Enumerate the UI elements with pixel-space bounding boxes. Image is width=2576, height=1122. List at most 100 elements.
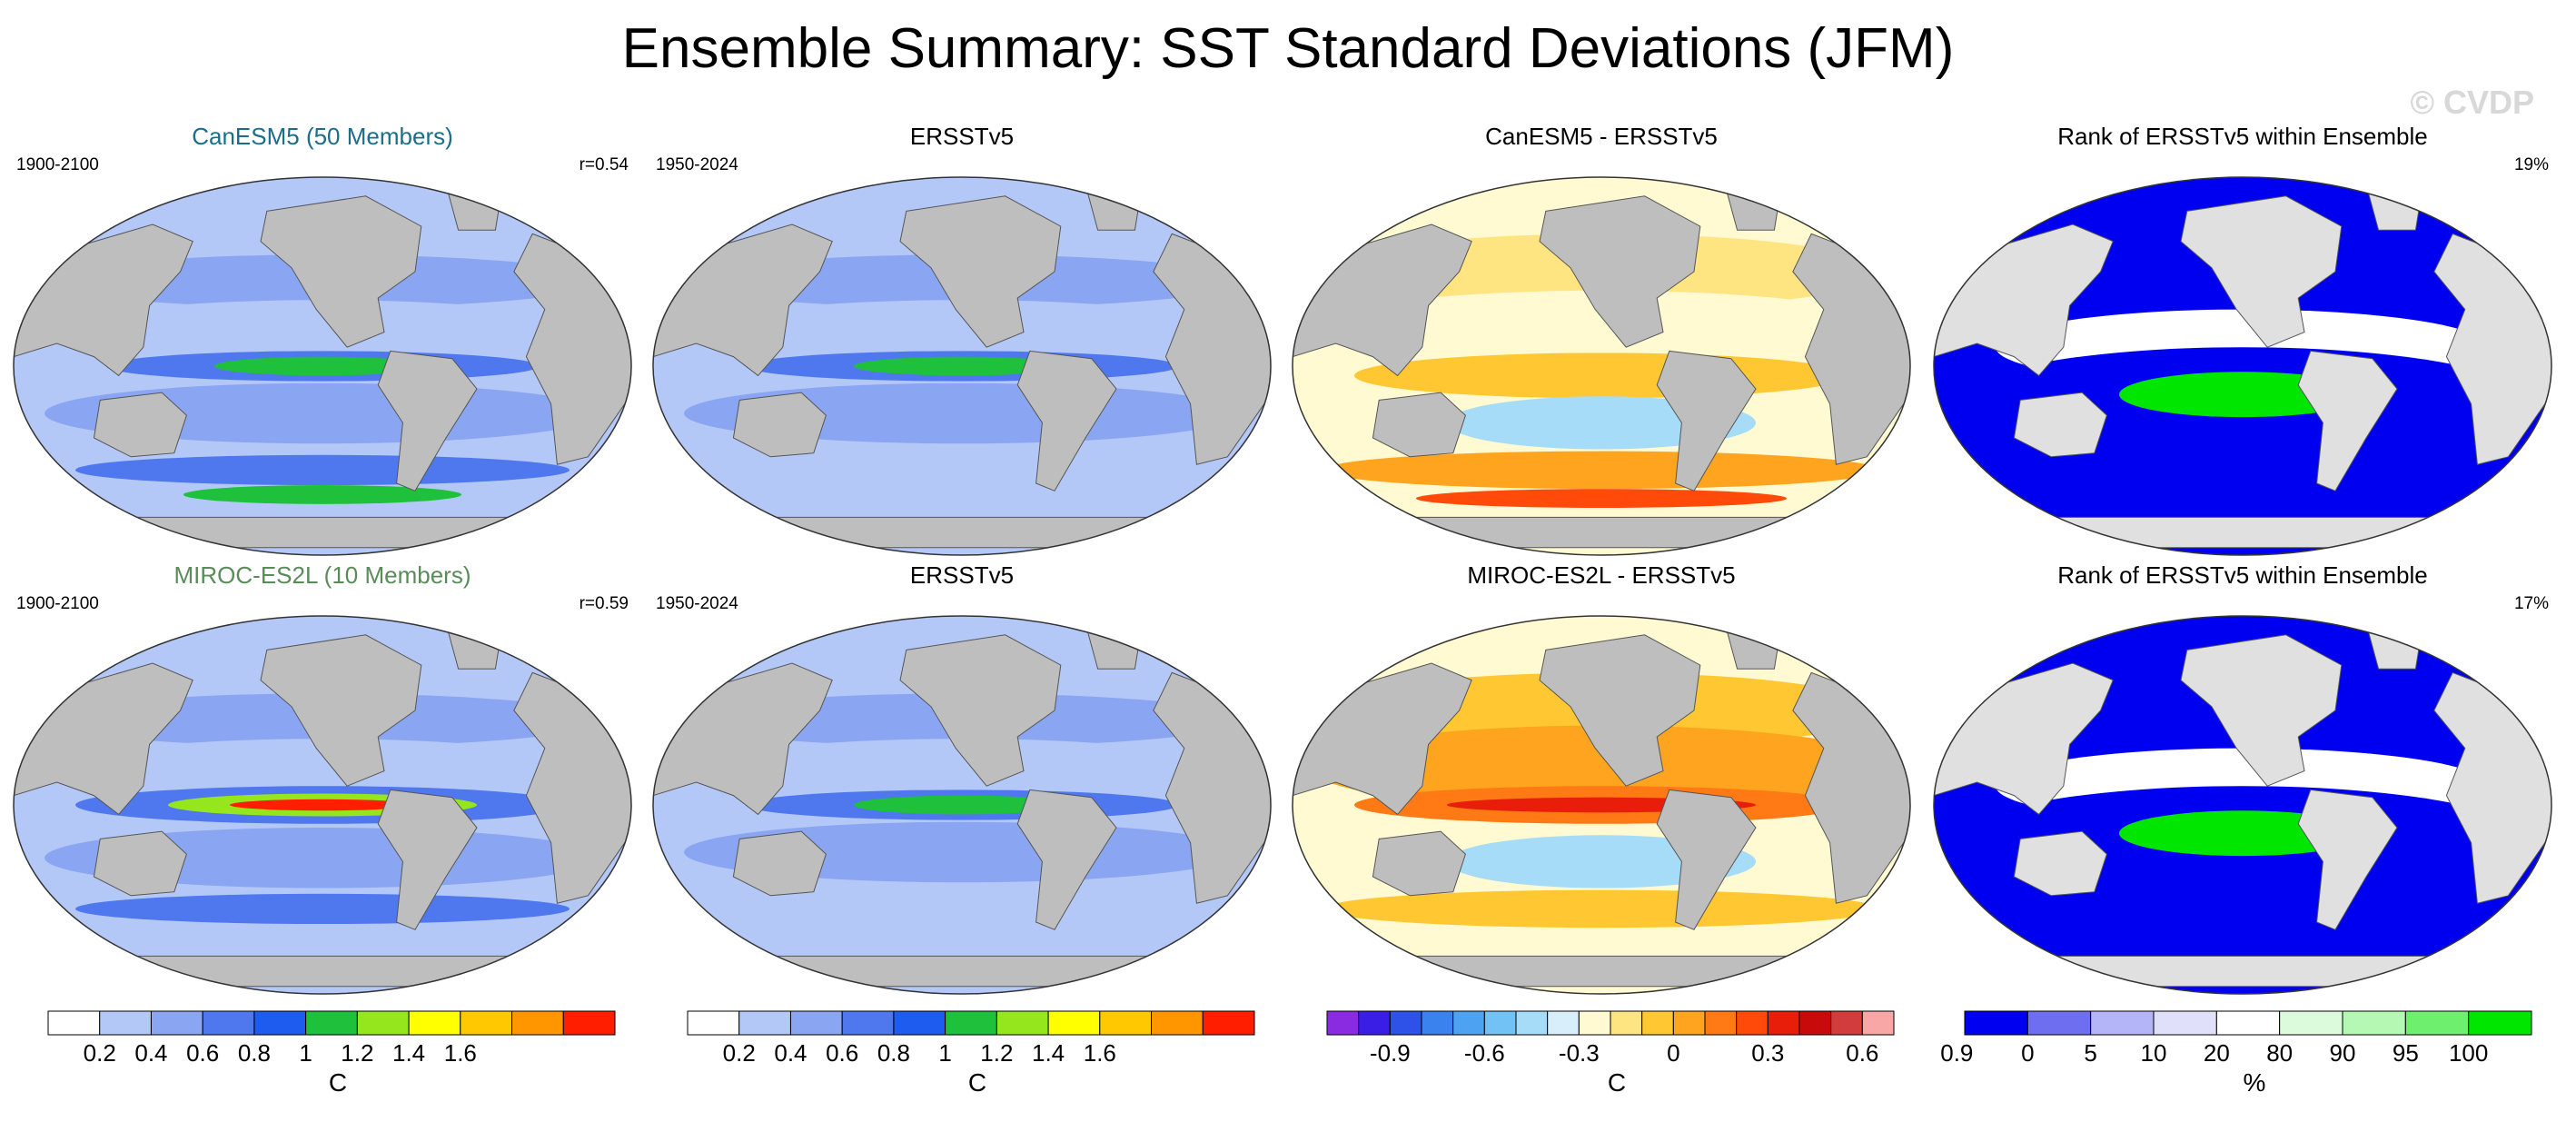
land-mass: [377, 789, 478, 930]
period-label: 1950-2024: [656, 155, 738, 174]
land-mass: [1372, 830, 1466, 897]
colorbar-swatch: [2153, 1010, 2217, 1036]
colorbar-swatch: [562, 1010, 616, 1036]
stat-label: 19%: [2513, 155, 2549, 174]
panel-title: Rank of ERSSTv5 within Ensemble: [2057, 123, 2428, 150]
colorbar-swatches: [47, 1010, 616, 1036]
land-mass: [899, 634, 1062, 787]
colorbar-units: C: [328, 1068, 348, 1097]
colorbar-tick-label: 0.8: [237, 1039, 271, 1067]
anomaly-band: [230, 799, 415, 811]
map-panel: Rank of ERSSTv5 within Ensemble 19%: [1929, 123, 2556, 556]
land-mass: [2297, 789, 2398, 930]
colorbar-tick-label: 0.9: [1940, 1039, 1974, 1067]
colorbar-tick-label: 1.6: [443, 1039, 477, 1067]
colorbar-tick-label: 5: [2084, 1039, 2097, 1067]
colorbar-tick-label: 1: [938, 1039, 952, 1067]
colorbar-swatch: [1421, 1010, 1454, 1036]
land-mass: [2297, 350, 2398, 491]
map-panel: ERSSTv5 1950-2024: [649, 561, 1275, 995]
colorbar-tick-label: 0.6: [826, 1039, 859, 1067]
colorbar-tick-label: 0.4: [774, 1039, 807, 1067]
land-mass: [1656, 350, 1757, 491]
world-map: [1933, 176, 2552, 556]
anomaly-band: [1965, 870, 2521, 947]
stat-label: 17%: [2513, 594, 2549, 613]
colorbar-tick-label: -0.3: [1558, 1039, 1600, 1067]
land-mass: [377, 350, 478, 491]
colorbar-swatch: [356, 1010, 410, 1036]
world-map: [1933, 615, 2552, 995]
world-map: [652, 176, 1272, 556]
colorbar-swatches: [1326, 1010, 1895, 1036]
colorbar-swatch: [1578, 1010, 1611, 1036]
colorbar-swatch: [2404, 1010, 2470, 1036]
world-map: [1292, 615, 1911, 995]
colorbar-tick-label: 90: [2329, 1039, 2356, 1067]
colorbar-units: C: [1607, 1068, 1627, 1097]
land-mass: [1384, 955, 1818, 988]
colorbar-tick-label: 0.4: [134, 1039, 168, 1067]
colorbar-tick-label: 1.2: [341, 1039, 374, 1067]
land-mass: [745, 955, 1179, 988]
colorbar-swatch: [2215, 1010, 2281, 1036]
colorbar: 0.2 0.4 0.6 0.8 1 1.2 1.4 1.6 C: [687, 1010, 1268, 1110]
land-mass: [745, 516, 1179, 549]
anomaly-band: [1323, 451, 1879, 490]
colorbar-swatch: [1515, 1010, 1549, 1036]
land-mass: [2180, 195, 2343, 348]
colorbar-tick-label: 0.2: [83, 1039, 116, 1067]
colorbar-swatch: [996, 1010, 1049, 1036]
land-mass: [2013, 830, 2107, 897]
land-mass: [1539, 195, 1701, 348]
colorbar-swatch: [460, 1010, 513, 1036]
colorbar-tick-label: 95: [2392, 1039, 2419, 1067]
colorbar-tick-label: 0.3: [1751, 1039, 1785, 1067]
colorbar: -0.9 -0.6 -0.3 0 0.3 0.6 0.9 C: [1326, 1010, 1973, 1110]
period-label: 1900-2100: [16, 155, 99, 174]
colorbar-swatch: [1202, 1010, 1255, 1036]
colorbar-swatch: [1358, 1010, 1391, 1036]
colorbar-swatch: [893, 1010, 946, 1036]
land-mass: [1539, 634, 1701, 787]
colorbar-swatch: [150, 1010, 203, 1036]
panel-title: CanESM5 (50 Members): [192, 123, 453, 150]
colorbar-swatch: [1452, 1010, 1485, 1036]
colorbar-tick-label: 1.4: [1032, 1039, 1065, 1067]
anomaly-band: [1965, 432, 2521, 508]
colorbar-swatch: [687, 1010, 740, 1036]
colorbar-swatch: [1326, 1010, 1360, 1036]
land-mass: [1016, 789, 1117, 930]
map-outline: [13, 615, 632, 995]
land-mass: [1016, 350, 1117, 491]
colorbar-swatch: [202, 1010, 255, 1036]
colorbar-swatch: [1672, 1010, 1706, 1036]
colorbar-swatch: [1736, 1010, 1769, 1036]
land-mass: [93, 830, 187, 897]
land-mass: [1384, 516, 1818, 549]
colorbar: 0 5 10 20 80 90 95 100%: [1964, 1010, 2545, 1110]
colorbar-swatch: [47, 1010, 101, 1036]
colorbar-swatches: [687, 1010, 1255, 1036]
map-panel: CanESM5 (50 Members) 1900-2100 r=0.54: [9, 123, 636, 556]
colorbar-swatch: [305, 1010, 358, 1036]
figure-title: Ensemble Summary: SST Standard Deviation…: [621, 17, 1955, 80]
colorbar-tick-label: 0.6: [186, 1039, 220, 1067]
panel-title: MIROC-ES2L (10 Members): [173, 561, 471, 589]
panel-title: ERSSTv5: [909, 561, 1015, 589]
colorbar-swatch: [1861, 1010, 1895, 1036]
colorbar-tick-label: 0: [2021, 1039, 2035, 1067]
world-map: [13, 615, 632, 995]
colorbar-tick-label: -0.9: [1369, 1039, 1411, 1067]
land-mass: [1656, 789, 1757, 930]
colorbar: 0.2 0.4 0.6 0.8 1 1.2 1.4 1.6 C: [47, 1010, 629, 1110]
colorbar-swatch: [1547, 1010, 1580, 1036]
colorbar-swatch: [1610, 1010, 1643, 1036]
colorbar-tick-label: 1.4: [392, 1039, 426, 1067]
anomaly-band: [1354, 352, 1848, 399]
map-panel: MIROC-ES2L (10 Members) 1900-2100 r=0.59: [9, 561, 636, 995]
land-mass: [899, 195, 1062, 348]
map-panel: Rank of ERSSTv5 within Ensemble 17%: [1929, 561, 2556, 995]
land-mass: [105, 516, 540, 549]
colorbar-swatch: [841, 1010, 895, 1036]
